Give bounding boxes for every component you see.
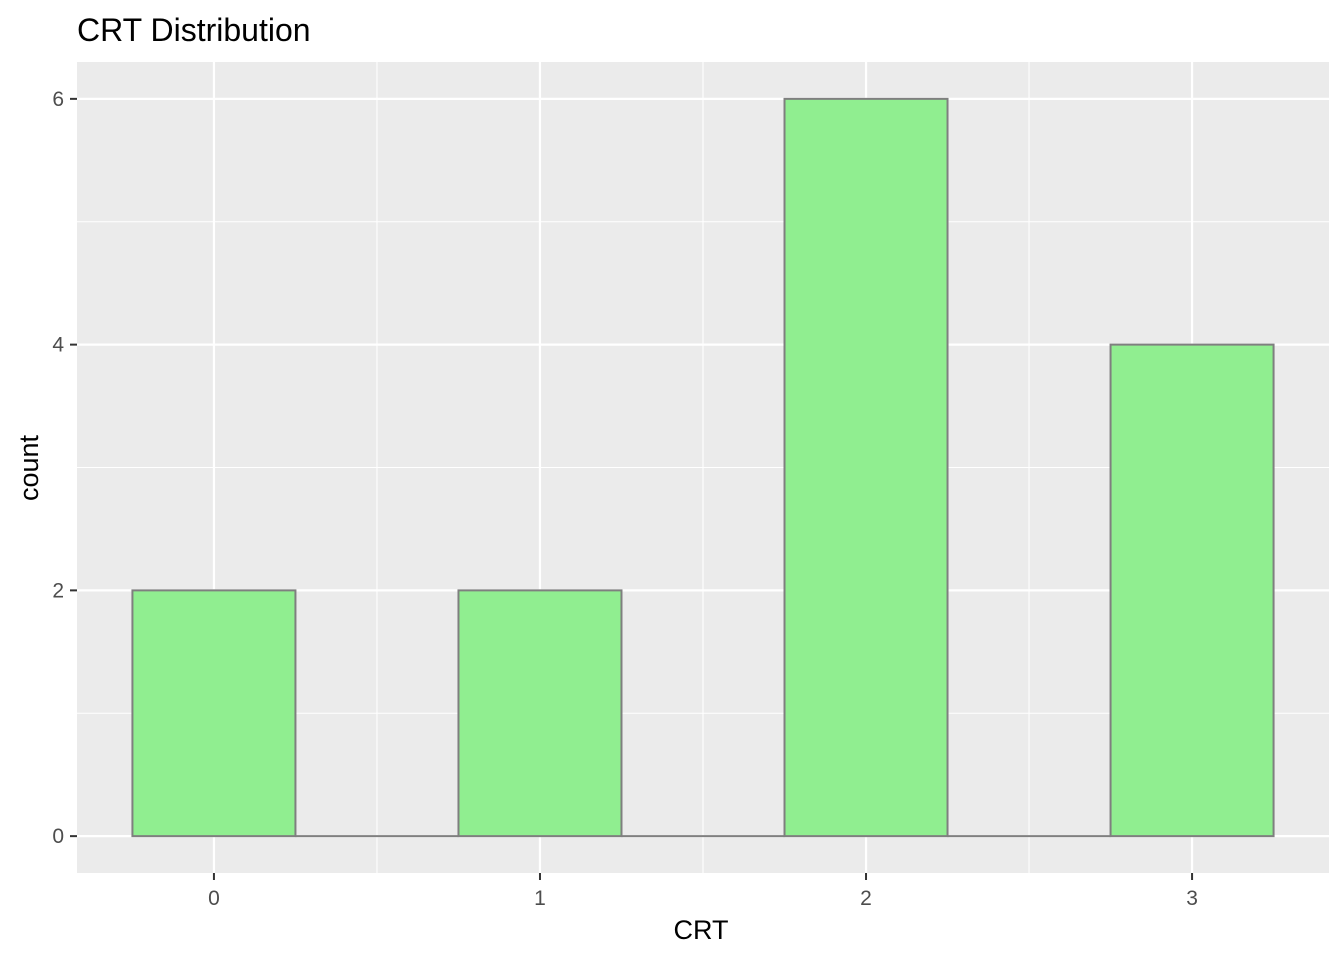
y-axis: 0 2 4 6 bbox=[52, 88, 77, 848]
bar-0 bbox=[131, 589, 297, 838]
y-tick-label: 4 bbox=[52, 334, 64, 357]
chart-title: CRT Distribution bbox=[77, 12, 311, 48]
bar-3 bbox=[1109, 343, 1275, 838]
x-tick-label: 3 bbox=[1186, 887, 1198, 910]
x-tick-label: 1 bbox=[534, 887, 546, 910]
y-tick-label: 2 bbox=[52, 579, 64, 602]
x-axis: 0 1 2 3 bbox=[208, 873, 1198, 910]
bar-2 bbox=[783, 97, 949, 838]
y-axis-title: count bbox=[14, 434, 44, 501]
x-tick-label: 2 bbox=[860, 887, 872, 910]
bar-1 bbox=[457, 589, 623, 838]
x-tick-label: 0 bbox=[208, 887, 220, 910]
x-axis-title: CRT bbox=[673, 915, 728, 945]
y-tick-label: 0 bbox=[52, 825, 64, 848]
bars bbox=[131, 97, 1275, 838]
y-tick-label: 6 bbox=[52, 88, 64, 111]
